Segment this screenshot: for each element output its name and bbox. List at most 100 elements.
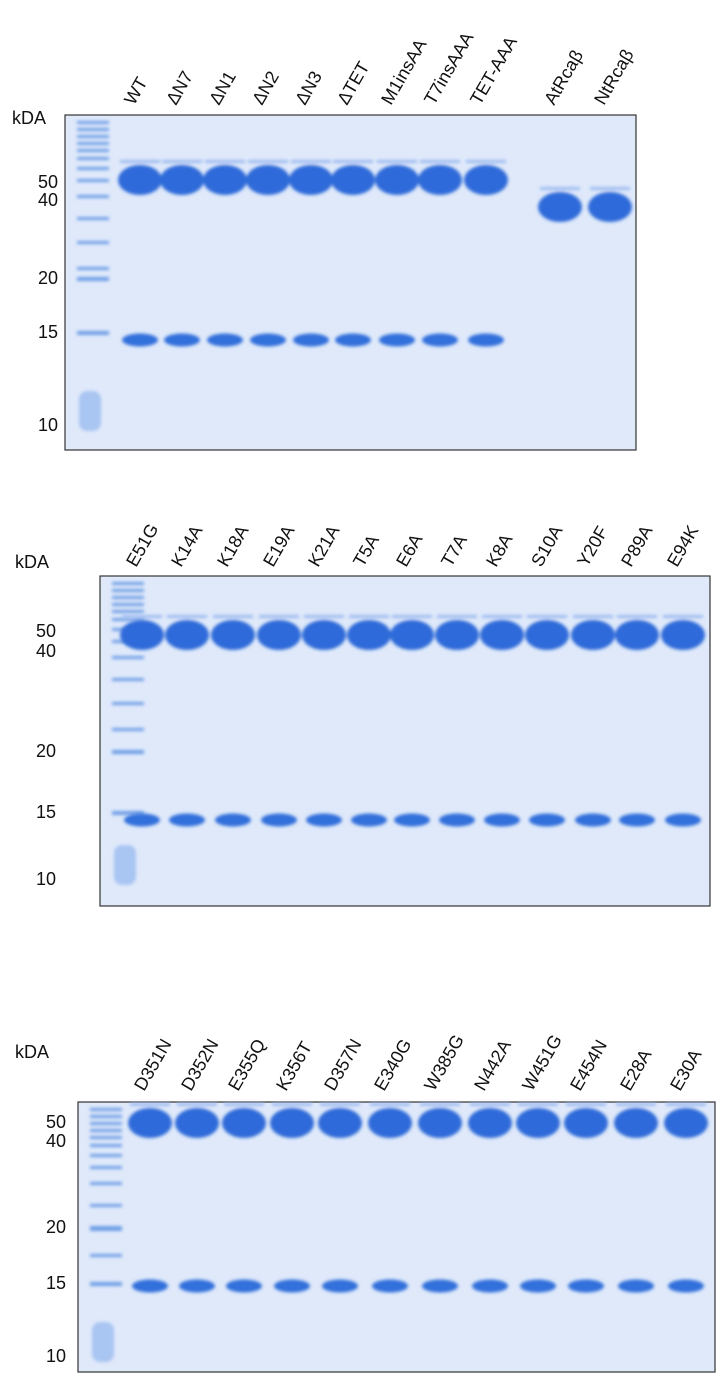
lane-label: K8A <box>482 531 516 570</box>
protein-band <box>372 1280 408 1293</box>
lane-label: E30A <box>666 1046 705 1094</box>
ladder-band <box>77 277 109 281</box>
protein-band <box>122 334 158 347</box>
marker-label: 40 <box>36 641 56 661</box>
protein-band <box>619 814 655 827</box>
protein-band <box>614 1108 658 1138</box>
ladder-smear <box>79 391 101 431</box>
protein-band <box>211 620 255 650</box>
faint-band <box>666 1103 706 1106</box>
lane-label: ΔTET <box>333 58 373 108</box>
faint-band <box>420 160 460 163</box>
marker-label: 50 <box>36 621 56 641</box>
faint-band <box>617 615 657 618</box>
marker-label: 15 <box>36 802 56 822</box>
ladder-band <box>77 128 109 131</box>
protein-band <box>128 1108 172 1138</box>
lane-label: Y20F <box>573 523 612 570</box>
ladder-band <box>77 195 109 198</box>
ladder-band <box>90 1108 122 1111</box>
ladder-band <box>112 603 144 606</box>
marker-label: 10 <box>46 1346 66 1366</box>
faint-band <box>482 615 522 618</box>
ladder-band <box>90 1254 122 1257</box>
protein-band <box>529 814 565 827</box>
protein-band <box>175 1108 219 1138</box>
faint-band <box>162 160 202 163</box>
protein-band <box>306 814 342 827</box>
lane-label: D352N <box>177 1035 222 1094</box>
faint-band <box>420 1103 460 1106</box>
ladder-band <box>90 1204 122 1207</box>
protein-band <box>318 1108 362 1138</box>
lane-label: WT <box>120 74 151 108</box>
protein-band <box>274 1280 310 1293</box>
ladder-band <box>77 217 109 220</box>
marker-label: 50 <box>46 1112 66 1132</box>
protein-band <box>331 165 375 195</box>
marker-label: 20 <box>36 741 56 761</box>
lane-label: ΔN1 <box>205 68 240 108</box>
marker-label: 15 <box>38 322 58 342</box>
protein-band <box>250 334 286 347</box>
ladder-band <box>112 678 144 681</box>
protein-band <box>165 620 209 650</box>
faint-band <box>527 615 567 618</box>
ladder-band <box>90 1166 122 1169</box>
protein-band <box>615 620 659 650</box>
faint-band <box>177 1103 217 1106</box>
protein-band <box>375 165 419 195</box>
lane-label: E28A <box>616 1046 655 1094</box>
protein-band <box>203 165 247 195</box>
unit-label: kDA <box>12 108 46 128</box>
faint-band <box>320 1103 360 1106</box>
lane-label: ΔN2 <box>248 68 283 108</box>
ladder-band <box>112 589 144 592</box>
protein-band <box>226 1280 262 1293</box>
faint-band <box>540 187 580 190</box>
faint-band <box>120 160 160 163</box>
lane-label: T5A <box>349 531 383 570</box>
marker-label: 20 <box>38 268 58 288</box>
protein-band <box>257 620 301 650</box>
protein-band <box>588 192 632 222</box>
ladder-band <box>77 157 109 160</box>
protein-band <box>379 334 415 347</box>
faint-band <box>616 1103 656 1106</box>
protein-band <box>390 620 434 650</box>
lane-label: W451G <box>518 1031 566 1094</box>
protein-band <box>422 334 458 347</box>
faint-band <box>248 160 288 163</box>
protein-band <box>335 334 371 347</box>
ladder-band <box>112 610 144 613</box>
lane-label: S10A <box>527 522 566 570</box>
protein-band <box>418 1108 462 1138</box>
ladder-band <box>90 1226 122 1230</box>
protein-band <box>270 1108 314 1138</box>
lane-label: D357N <box>320 1035 365 1094</box>
lane-label: K18A <box>213 522 252 570</box>
protein-band <box>568 1280 604 1293</box>
faint-band <box>392 615 432 618</box>
protein-band <box>222 1108 266 1138</box>
faint-band <box>122 615 162 618</box>
protein-band <box>538 192 582 222</box>
lane-label: NtRcaβ <box>590 46 638 108</box>
lane-label: N442A <box>470 1036 515 1094</box>
ladder-band <box>112 582 144 585</box>
ladder-band <box>90 1115 122 1118</box>
ladder-band <box>90 1136 122 1139</box>
protein-band <box>124 814 160 827</box>
lane-label: K14A <box>167 522 206 570</box>
protein-band <box>571 620 615 650</box>
marker-label: 40 <box>46 1131 66 1151</box>
protein-band <box>160 165 204 195</box>
marker-label: 10 <box>36 869 56 889</box>
ladder-band <box>90 1282 122 1286</box>
faint-band <box>663 615 703 618</box>
protein-band <box>322 1280 358 1293</box>
ladder-smear <box>92 1322 114 1362</box>
lane-label: E51G <box>122 520 162 570</box>
marker-label: 50 <box>38 172 58 192</box>
